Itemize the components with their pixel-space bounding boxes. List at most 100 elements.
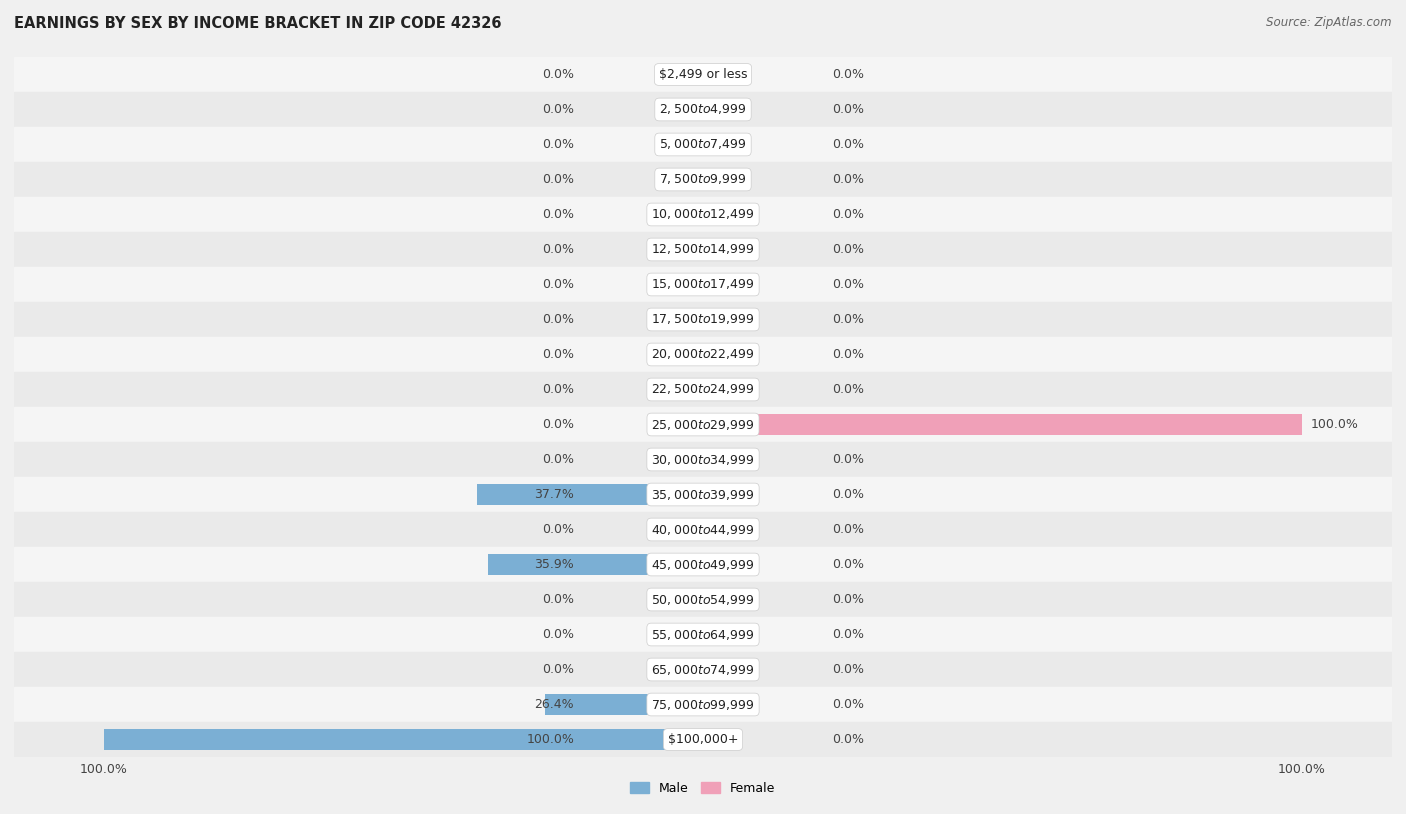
Text: $100,000+: $100,000+ (668, 733, 738, 746)
Bar (695, 414, 703, 435)
Text: $65,000 to $74,999: $65,000 to $74,999 (651, 663, 755, 676)
Text: $35,000 to $39,999: $35,000 to $39,999 (651, 488, 755, 501)
Bar (14, 582, 1392, 617)
Text: $12,500 to $14,999: $12,500 to $14,999 (651, 243, 755, 256)
Bar (14, 197, 1392, 232)
Bar (14, 477, 1392, 512)
Bar (703, 484, 711, 505)
Bar (14, 337, 1392, 372)
Bar (703, 519, 711, 540)
Text: 0.0%: 0.0% (543, 68, 574, 81)
Text: 0.0%: 0.0% (543, 313, 574, 326)
Text: 0.0%: 0.0% (543, 243, 574, 256)
Text: $7,500 to $9,999: $7,500 to $9,999 (659, 173, 747, 186)
Text: 0.0%: 0.0% (832, 523, 863, 536)
Bar (14, 617, 1392, 652)
Bar (14, 302, 1392, 337)
Bar (703, 414, 1302, 435)
Bar (703, 169, 711, 190)
Bar (703, 274, 711, 295)
Text: $5,000 to $7,499: $5,000 to $7,499 (659, 138, 747, 151)
Text: 0.0%: 0.0% (832, 208, 863, 221)
Text: 0.0%: 0.0% (543, 348, 574, 361)
Text: 0.0%: 0.0% (543, 138, 574, 151)
Text: 100.0%: 100.0% (526, 733, 574, 746)
Text: 0.0%: 0.0% (832, 733, 863, 746)
Bar (488, 554, 703, 575)
Bar (104, 729, 703, 750)
Bar (695, 449, 703, 470)
Text: $20,000 to $22,499: $20,000 to $22,499 (651, 348, 755, 361)
Bar (14, 127, 1392, 162)
Bar (14, 652, 1392, 687)
Text: 0.0%: 0.0% (832, 628, 863, 641)
Bar (14, 92, 1392, 127)
Bar (703, 204, 711, 225)
Text: 0.0%: 0.0% (832, 488, 863, 501)
Text: 0.0%: 0.0% (832, 313, 863, 326)
Text: 0.0%: 0.0% (543, 278, 574, 291)
Bar (695, 99, 703, 120)
Text: 0.0%: 0.0% (832, 173, 863, 186)
Text: $45,000 to $49,999: $45,000 to $49,999 (651, 558, 755, 571)
Bar (477, 484, 703, 505)
Text: 0.0%: 0.0% (543, 418, 574, 431)
Text: 0.0%: 0.0% (543, 628, 574, 641)
Bar (703, 694, 711, 715)
Bar (695, 344, 703, 365)
Text: 0.0%: 0.0% (543, 173, 574, 186)
Bar (14, 722, 1392, 757)
Bar (703, 624, 711, 645)
Text: 0.0%: 0.0% (543, 103, 574, 116)
Text: $40,000 to $44,999: $40,000 to $44,999 (651, 523, 755, 536)
Bar (695, 239, 703, 260)
Text: 0.0%: 0.0% (832, 558, 863, 571)
Bar (14, 407, 1392, 442)
Text: 26.4%: 26.4% (534, 698, 574, 711)
Bar (695, 274, 703, 295)
Text: $55,000 to $64,999: $55,000 to $64,999 (651, 628, 755, 641)
Text: 0.0%: 0.0% (832, 103, 863, 116)
Legend: Male, Female: Male, Female (626, 777, 780, 800)
Bar (695, 379, 703, 400)
Text: $2,500 to $4,999: $2,500 to $4,999 (659, 103, 747, 116)
Bar (703, 554, 711, 575)
Text: 0.0%: 0.0% (832, 138, 863, 151)
Bar (703, 309, 711, 330)
Bar (695, 204, 703, 225)
Bar (546, 694, 703, 715)
Text: $15,000 to $17,499: $15,000 to $17,499 (651, 278, 755, 291)
Bar (703, 134, 711, 155)
Bar (695, 309, 703, 330)
Text: 35.9%: 35.9% (534, 558, 574, 571)
Bar (14, 512, 1392, 547)
Text: 0.0%: 0.0% (832, 698, 863, 711)
Bar (14, 57, 1392, 92)
Text: 0.0%: 0.0% (543, 593, 574, 606)
Bar (14, 162, 1392, 197)
Bar (703, 99, 711, 120)
Bar (703, 729, 711, 750)
Text: 37.7%: 37.7% (534, 488, 574, 501)
Text: 0.0%: 0.0% (832, 68, 863, 81)
Bar (695, 134, 703, 155)
Bar (14, 232, 1392, 267)
Bar (703, 239, 711, 260)
Text: 0.0%: 0.0% (832, 348, 863, 361)
Text: Source: ZipAtlas.com: Source: ZipAtlas.com (1267, 16, 1392, 29)
Bar (703, 379, 711, 400)
Bar (14, 372, 1392, 407)
Text: EARNINGS BY SEX BY INCOME BRACKET IN ZIP CODE 42326: EARNINGS BY SEX BY INCOME BRACKET IN ZIP… (14, 16, 502, 31)
Text: 0.0%: 0.0% (543, 208, 574, 221)
Text: $75,000 to $99,999: $75,000 to $99,999 (651, 698, 755, 711)
Text: 0.0%: 0.0% (543, 523, 574, 536)
Bar (695, 589, 703, 610)
Bar (14, 267, 1392, 302)
Text: $10,000 to $12,499: $10,000 to $12,499 (651, 208, 755, 221)
Bar (14, 442, 1392, 477)
Bar (695, 659, 703, 680)
Text: 0.0%: 0.0% (832, 243, 863, 256)
Text: $50,000 to $54,999: $50,000 to $54,999 (651, 593, 755, 606)
Bar (14, 547, 1392, 582)
Bar (695, 64, 703, 85)
